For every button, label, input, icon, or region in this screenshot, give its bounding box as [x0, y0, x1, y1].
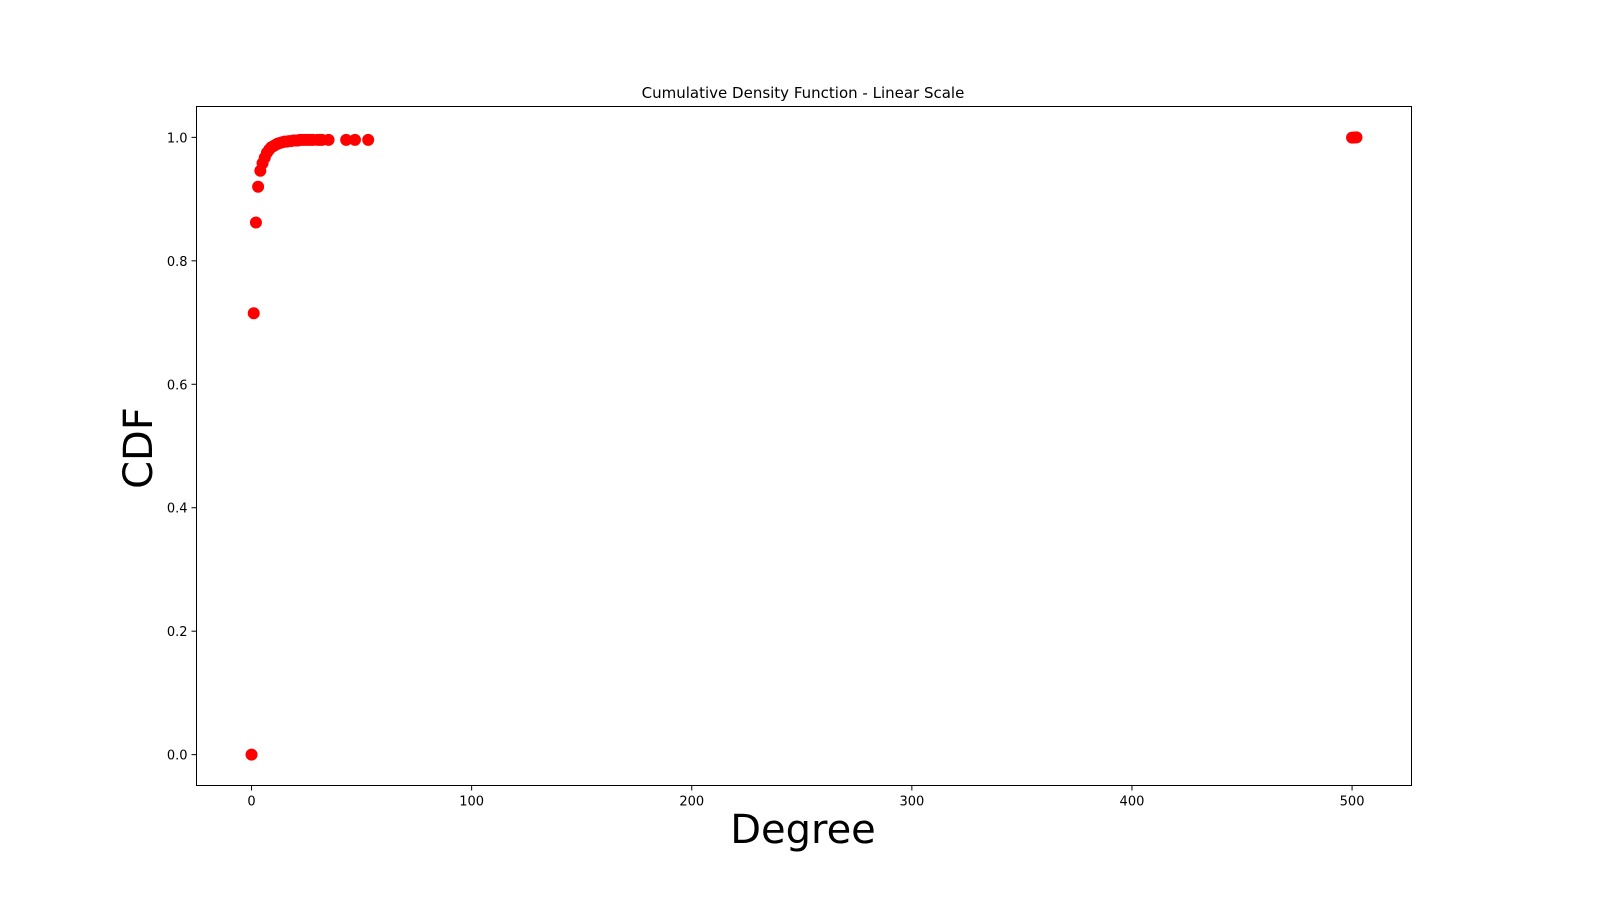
y-tick-label: 0.6 [167, 378, 188, 393]
data-point [252, 180, 265, 193]
data-point [247, 307, 260, 320]
y-tick-label: 1.0 [167, 131, 188, 146]
x-axis-ticks: 0 100 200 300 400 500 [247, 785, 1365, 810]
y-tick-label: 0.2 [167, 625, 188, 640]
x-tick-label: 500 [1340, 795, 1365, 810]
data-point [340, 133, 353, 146]
chart-title: Cumulative Density Function - Linear Sca… [642, 84, 965, 102]
y-tick-label: 0.8 [167, 255, 188, 270]
x-tick-label: 300 [899, 795, 924, 810]
x-axis-label: Degree [730, 807, 876, 853]
x-tick-label: 400 [1120, 795, 1145, 810]
y-tick-label: 0.0 [167, 749, 188, 764]
data-point [1350, 131, 1363, 144]
plot-area-frame [196, 106, 1412, 786]
x-tick-label: 100 [459, 795, 484, 810]
data-point [322, 133, 335, 146]
y-axis-ticks: 0.0 0.2 0.4 0.6 0.8 1.0 [167, 131, 197, 764]
data-point [245, 748, 258, 761]
y-tick-label: 0.4 [167, 502, 188, 517]
data-point [249, 216, 262, 229]
scatter-points [245, 131, 1363, 761]
y-axis-label: CDF [116, 407, 162, 489]
x-tick-label: 200 [679, 795, 704, 810]
data-point [348, 133, 361, 146]
x-tick-label: 0 [247, 795, 255, 810]
data-point [362, 133, 375, 146]
